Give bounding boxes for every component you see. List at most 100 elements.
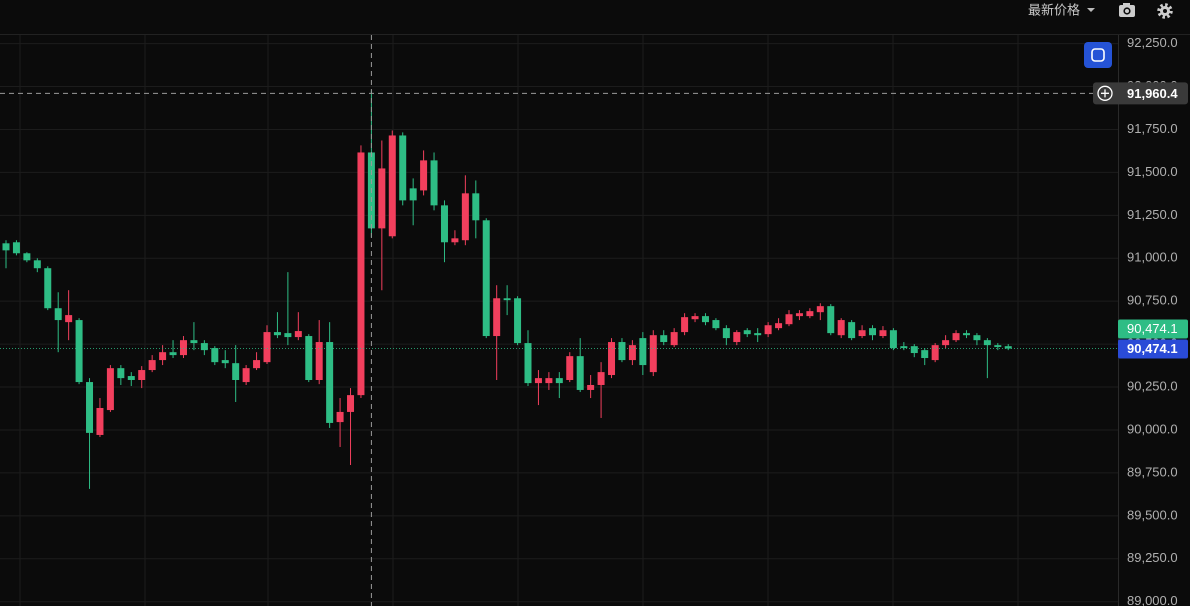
candle-body: [806, 311, 814, 317]
candle-body: [284, 333, 292, 338]
candle-body: [294, 331, 302, 338]
candle-body: [514, 298, 522, 344]
add-alert-icon[interactable]: [1097, 85, 1113, 101]
crosshair-box: [1093, 82, 1188, 105]
candle-body: [869, 328, 877, 336]
candle-body: [148, 360, 156, 371]
candle-body: [649, 335, 657, 373]
candle-body: [388, 135, 396, 237]
y-tick-label: 91,750.0: [1127, 121, 1178, 136]
candle-body: [566, 356, 574, 381]
candle-body: [33, 260, 41, 269]
dropdown-arrow[interactable]: [1087, 8, 1095, 12]
candle-body: [493, 298, 501, 337]
candle-body: [608, 342, 616, 376]
candle-body: [576, 356, 584, 390]
candle-body: [106, 368, 114, 411]
y-tick-label: 89,750.0: [1127, 464, 1178, 479]
candle-body: [273, 332, 281, 336]
candle-body: [545, 378, 553, 384]
candle-body: [138, 370, 146, 381]
candle-body: [2, 243, 10, 251]
candle-body: [378, 168, 386, 229]
candle-body: [921, 350, 929, 359]
candle-body: [931, 345, 939, 361]
candle-body: [326, 342, 334, 423]
candle-body: [451, 238, 459, 243]
last-price-label: 90,474.1: [1127, 321, 1178, 336]
candle-body: [775, 323, 783, 329]
candle-body: [942, 340, 950, 346]
candle-body: [973, 335, 981, 341]
candle-body: [618, 342, 626, 361]
candle-body: [211, 348, 219, 363]
candle-body: [754, 333, 762, 336]
price-mode[interactable]: 最新价格: [1028, 2, 1080, 17]
y-tick-label: 91,000.0: [1127, 250, 1178, 265]
candle-body: [54, 308, 62, 321]
candle-body: [430, 160, 438, 206]
candle-body: [23, 253, 31, 261]
candle-body: [639, 338, 647, 366]
candle-body: [96, 407, 104, 435]
candle-body: [12, 242, 20, 254]
candle-body: [200, 343, 208, 351]
y-tick-label: 89,250.0: [1127, 550, 1178, 565]
settings-icon[interactable]: [1157, 3, 1173, 19]
last-price-box: [1118, 339, 1188, 359]
candle-body: [628, 345, 636, 361]
candle-body: [127, 376, 135, 381]
candle-body: [983, 340, 991, 346]
overlay: 90,474.1 90,474.1 91,960.4: [0, 35, 1188, 606]
candle-body: [816, 306, 824, 313]
add-alert-plus: [1101, 89, 1109, 98]
candle-body: [722, 328, 730, 339]
candle-body: [733, 332, 741, 343]
candle-body: [169, 352, 177, 356]
candle-body: [691, 316, 699, 320]
grid: 89,000.0 89,250.0 89,500.0 89,750.0 90,000.0…: [0, 35, 1178, 606]
candle-body: [827, 306, 835, 334]
candle-body: [587, 384, 595, 390]
candle-body: [764, 325, 772, 335]
candle-body: [681, 317, 689, 333]
candle-body: [409, 188, 417, 201]
candle-body: [305, 336, 313, 381]
candle-body: [743, 330, 751, 335]
candle-body: [86, 382, 94, 433]
candle-body: [910, 346, 918, 354]
last-price-label: 90,474.1: [1127, 341, 1178, 356]
candle-body: [503, 298, 511, 301]
candle-body: [524, 343, 532, 384]
candle-body: [420, 160, 428, 191]
candle-body: [1004, 346, 1012, 349]
candle-body: [336, 411, 344, 423]
candle-body: [221, 360, 229, 364]
y-tick-label: 89,000.0: [1127, 593, 1178, 606]
y-tick-label: 91,500.0: [1127, 164, 1178, 179]
y-tick-label: 89,500.0: [1127, 507, 1178, 522]
candle-body: [785, 314, 793, 325]
candle-body: [712, 320, 720, 329]
camera-icon[interactable]: [1119, 3, 1135, 17]
candle-body: [242, 368, 250, 383]
candle-body: [461, 193, 469, 241]
candle-body: [65, 315, 73, 323]
candle-body: [472, 193, 480, 221]
candle-body: [889, 330, 897, 349]
candle-body: [315, 342, 323, 381]
y-tick-label: 90,750.0: [1127, 293, 1178, 308]
candle-body: [795, 313, 803, 317]
candle-body: [263, 332, 271, 363]
candle-body: [232, 363, 240, 381]
y-tick-label: 90,000.0: [1127, 421, 1178, 436]
candle-body: [952, 333, 960, 341]
candle-body: [534, 378, 542, 384]
y-tick-label: 90,250.0: [1127, 378, 1178, 393]
sync-button[interactable]: [1084, 42, 1112, 68]
candle-body: [159, 352, 167, 361]
candle-body: [597, 372, 605, 385]
candle-body: [660, 335, 668, 343]
